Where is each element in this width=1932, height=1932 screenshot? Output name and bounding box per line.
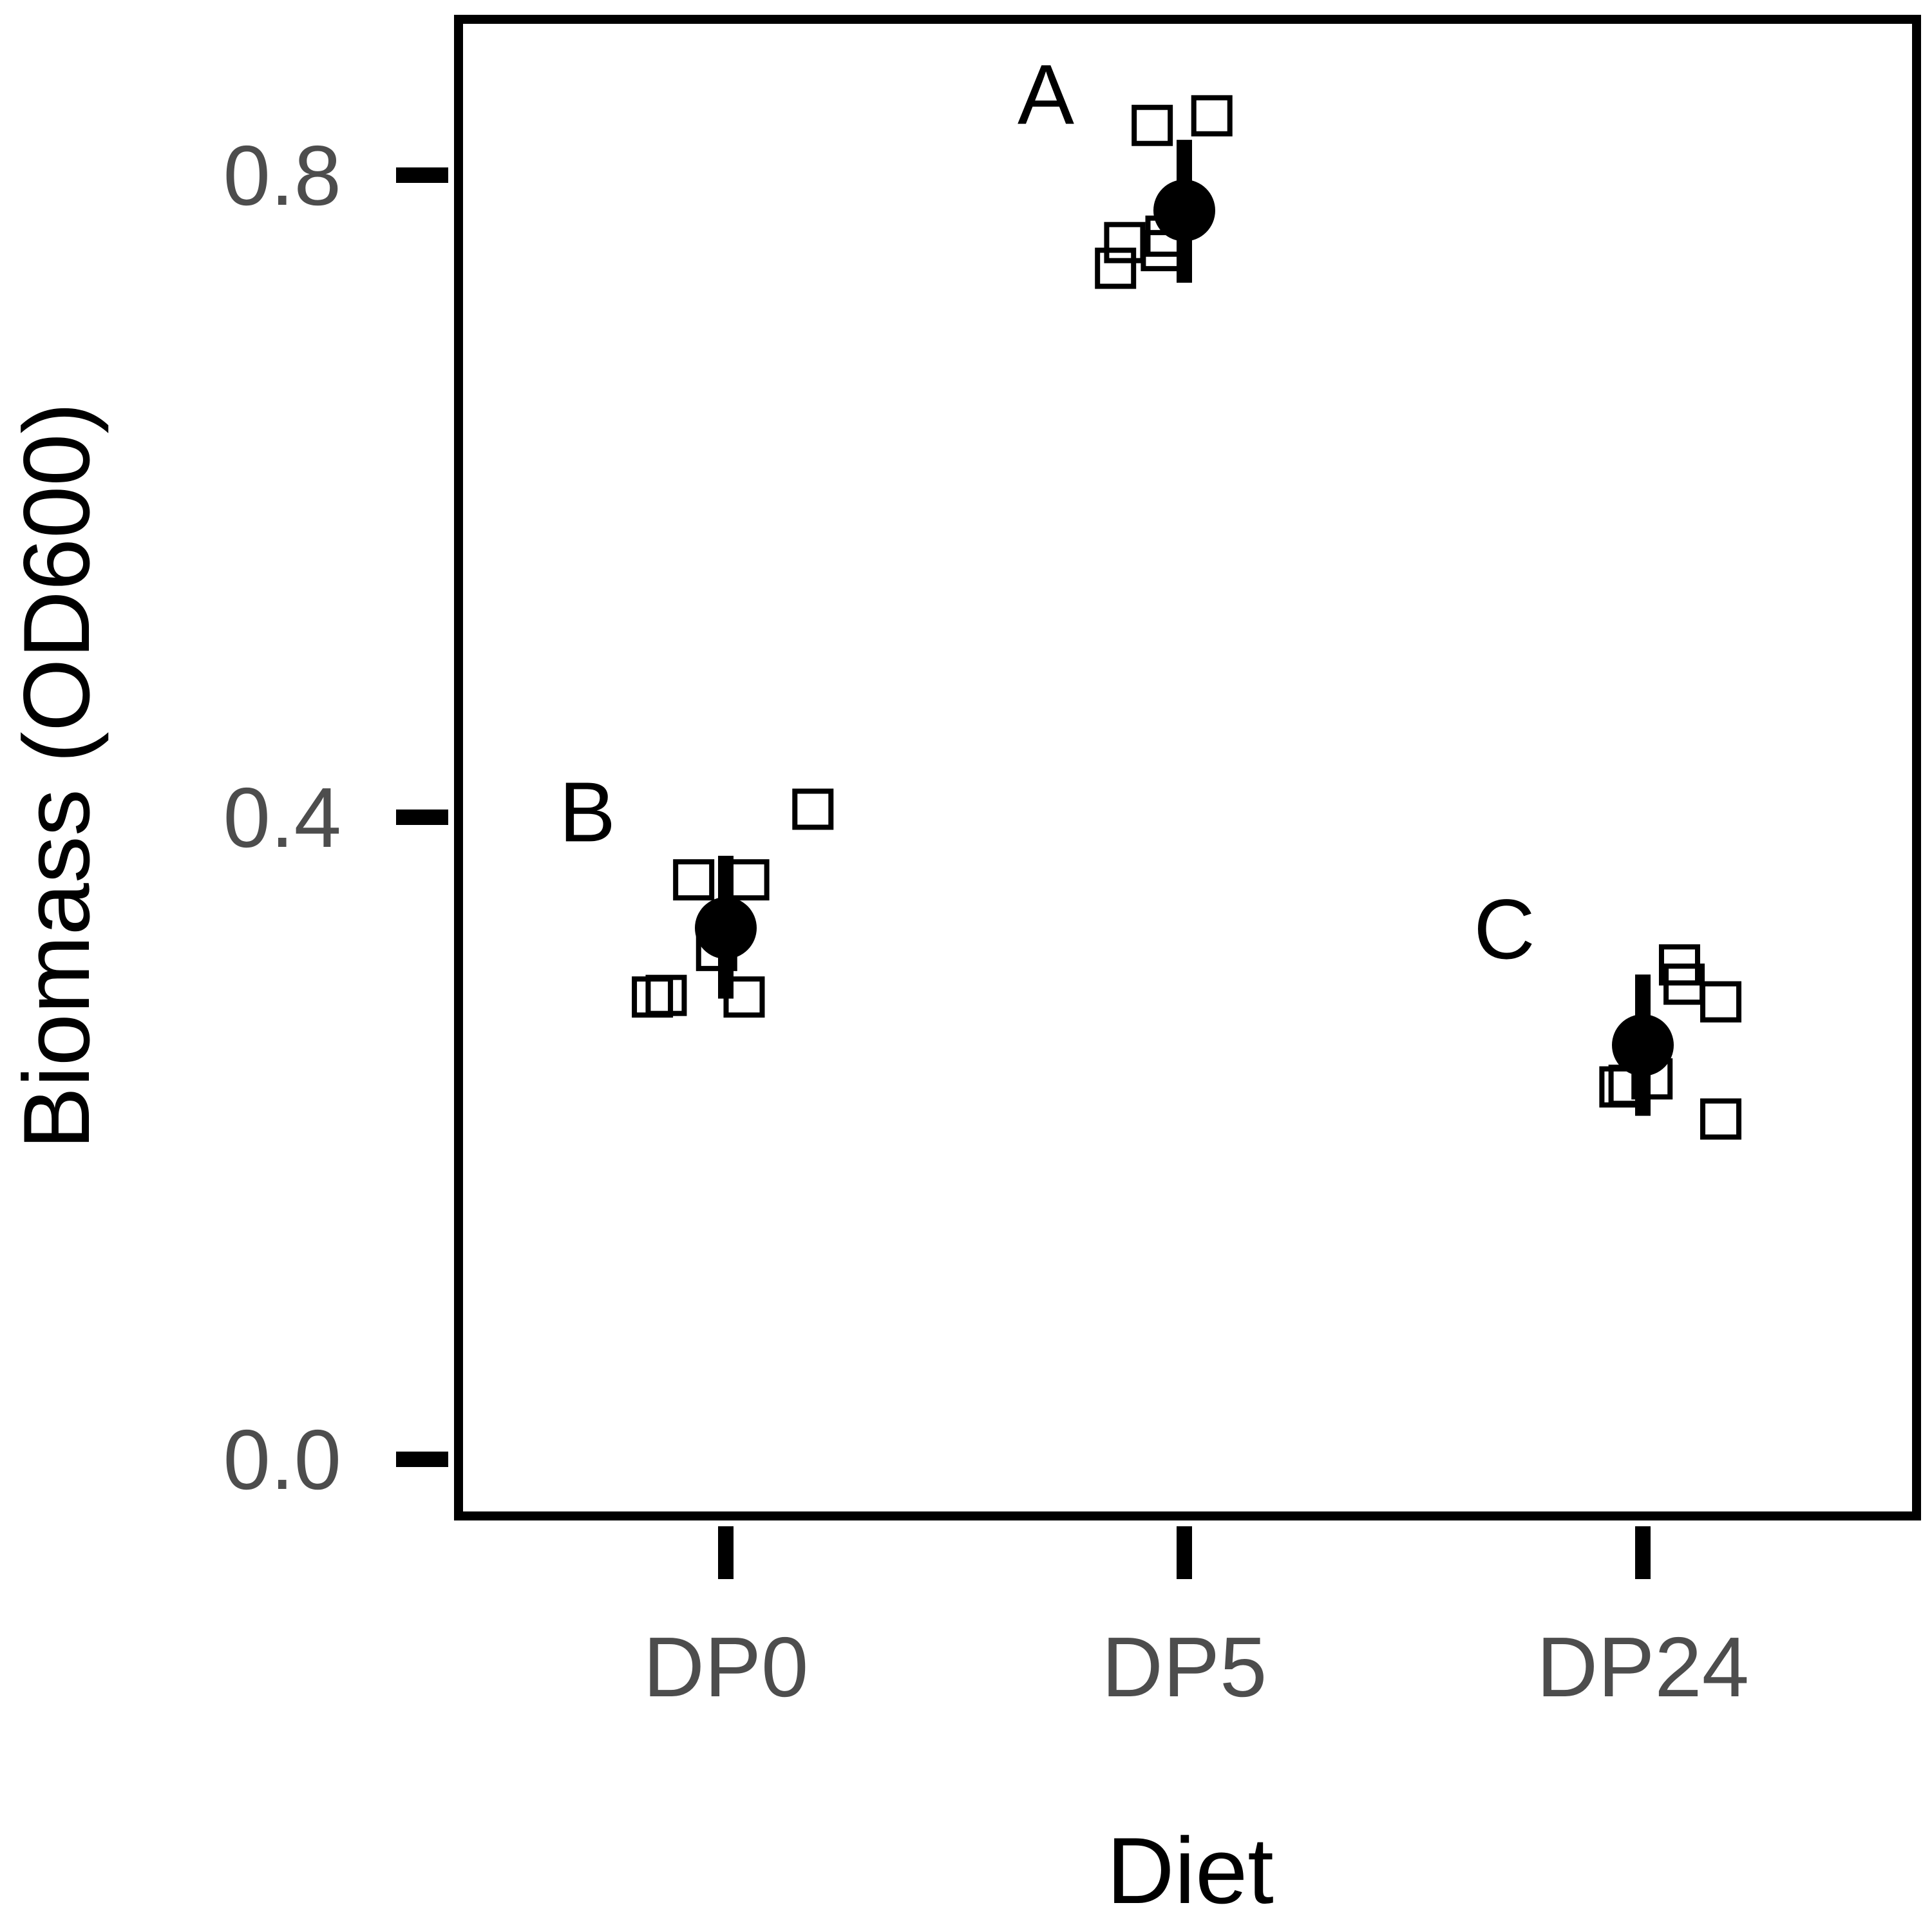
data-point [1132, 104, 1173, 146]
mean-point [1612, 1014, 1674, 1076]
data-point [1104, 222, 1146, 263]
data-point [645, 974, 687, 1016]
x-tick-label: DP0 [643, 1620, 809, 1714]
mean-point [1153, 179, 1215, 242]
x-axis-title: Diet [1106, 1818, 1274, 1923]
significance-letter: A [1018, 47, 1074, 142]
data-point [632, 976, 674, 1018]
plot-frame [454, 15, 1921, 1520]
significance-letter: C [1473, 882, 1535, 976]
y-tick-label: 0.0 [223, 1412, 342, 1507]
data-point [1700, 981, 1742, 1023]
data-point [728, 859, 770, 901]
significance-letter: B [559, 764, 616, 859]
data-point [1095, 247, 1137, 289]
data-point [1191, 95, 1233, 137]
y-tick-label: 0.4 [223, 770, 342, 865]
x-tick-label: DP5 [1102, 1620, 1267, 1714]
y-axis-title: Biomass (OD600) [4, 402, 109, 1150]
x-tick-label: DP24 [1537, 1620, 1749, 1714]
data-point [673, 859, 715, 901]
y-tick-label: 0.8 [223, 128, 342, 223]
plot-marks: 0.0 0.4 0.8 DP0 DP5 DP24 B A C [223, 47, 1750, 1714]
mean-point [695, 896, 757, 959]
data-point [792, 788, 834, 830]
data-point [1700, 1098, 1742, 1140]
